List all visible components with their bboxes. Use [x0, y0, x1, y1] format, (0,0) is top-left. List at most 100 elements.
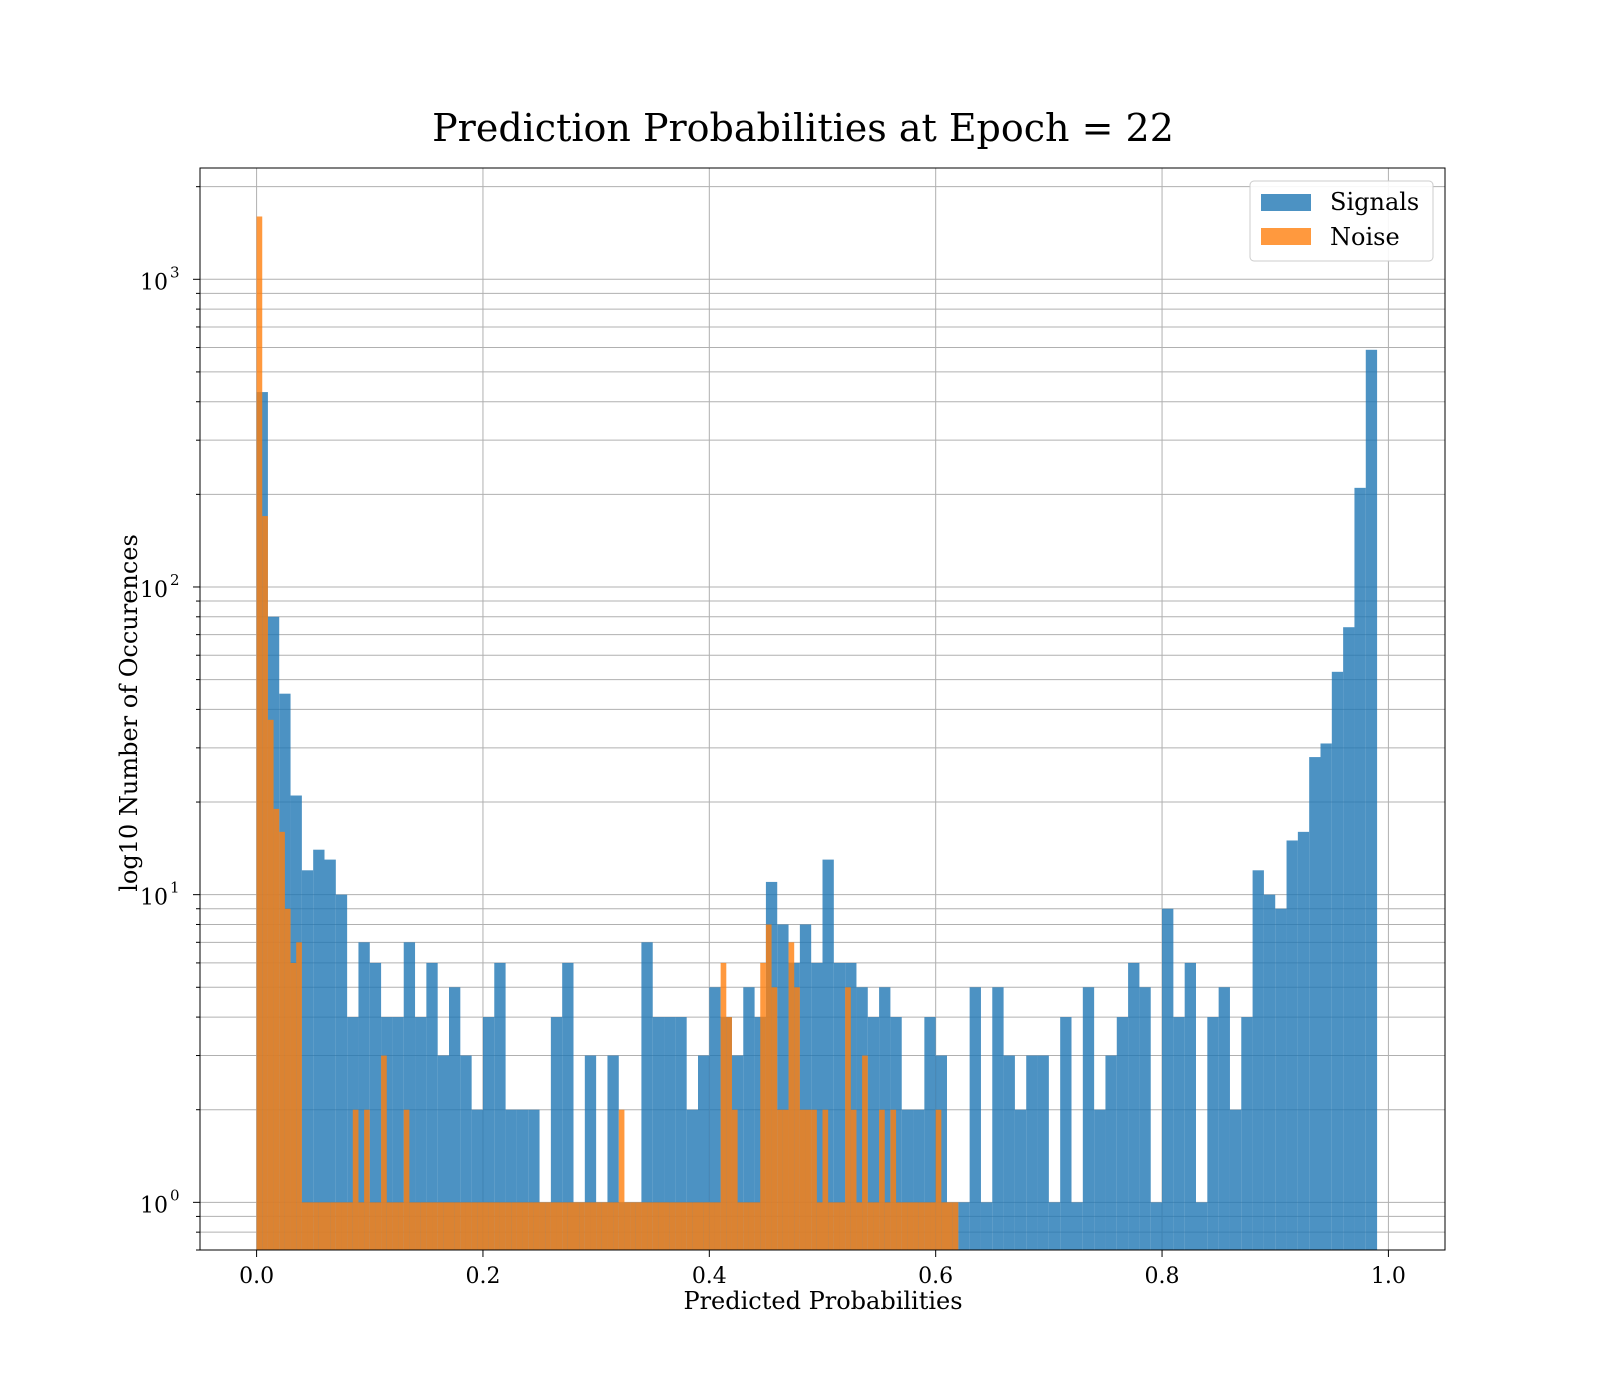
noise-bar	[890, 1109, 897, 1250]
noise-bar	[516, 1202, 523, 1250]
legend-swatch-signals	[1261, 194, 1311, 211]
noise-bar	[737, 1202, 744, 1250]
noise-bar	[896, 1202, 902, 1250]
noise-bar	[398, 1202, 404, 1250]
noise-bar	[330, 1202, 336, 1250]
signals-bar	[1128, 962, 1140, 1250]
noise-bar	[635, 1202, 642, 1250]
signals-bar	[550, 1017, 563, 1250]
noise-bar	[409, 1202, 416, 1250]
x-tick-label: 0.0	[239, 1264, 274, 1289]
noise-bar	[867, 1202, 874, 1250]
noise-bar	[607, 1202, 614, 1250]
noise-bar	[381, 1055, 387, 1250]
x-tick-label: 0.2	[465, 1264, 500, 1289]
noise-bar	[833, 1202, 840, 1250]
noise-bar	[805, 1109, 812, 1250]
axes-frame	[199, 167, 1446, 1251]
noise-bar	[313, 1202, 319, 1250]
signals-bar	[1207, 1017, 1219, 1250]
noise-bar	[267, 719, 274, 1250]
signals-bar	[392, 1017, 404, 1250]
noise-bar	[375, 1202, 382, 1250]
noise-bar	[822, 1109, 829, 1250]
noise-bar	[726, 1017, 732, 1250]
x-tick-label: 0.8	[1145, 1264, 1180, 1289]
noise-bar	[760, 962, 766, 1250]
noise-bar	[845, 987, 851, 1250]
noise-bar	[816, 1202, 823, 1250]
signals-bar	[449, 987, 461, 1250]
signals-bar	[641, 942, 653, 1250]
noise-bar	[449, 1202, 455, 1250]
signals-bar	[1173, 1017, 1185, 1250]
noise-bar	[352, 1109, 359, 1250]
noise-bar	[307, 1202, 314, 1250]
noise-bar	[522, 1202, 529, 1250]
signals-bar	[686, 1109, 698, 1250]
noise-bar	[771, 987, 778, 1250]
noise-bar	[301, 1202, 308, 1250]
noise-bar	[748, 1202, 755, 1250]
y-tick-label: 10	[140, 270, 168, 295]
noise-bar	[743, 1202, 749, 1250]
noise-bar	[675, 1202, 682, 1250]
noise-bar	[811, 1109, 817, 1250]
noise-bar	[901, 1202, 908, 1250]
noise-bar	[284, 908, 291, 1250]
signals-bar	[1162, 908, 1174, 1250]
signals-bar	[1139, 987, 1151, 1250]
noise-bar	[482, 1202, 489, 1250]
signals-bar	[313, 849, 325, 1250]
signals-bar	[369, 962, 382, 1250]
signals-bar	[1003, 1055, 1015, 1250]
noise-bar	[935, 1109, 942, 1250]
noise-bar	[613, 1202, 619, 1250]
noise-bar	[828, 1202, 834, 1250]
signals-bar	[901, 1109, 914, 1250]
signals-bar	[1184, 962, 1196, 1250]
signals-bar	[913, 1109, 925, 1250]
signals-bar	[426, 962, 438, 1250]
signals-bar	[1354, 487, 1366, 1250]
noise-bar	[556, 1202, 563, 1250]
noise-bar	[618, 1109, 625, 1250]
signals-bar	[811, 962, 823, 1250]
noise-bar	[788, 942, 795, 1250]
noise-bar	[369, 1202, 376, 1250]
signals-bar	[607, 1055, 619, 1250]
signals-bar	[494, 962, 506, 1250]
signals-bar	[969, 987, 981, 1250]
signals-bar	[799, 924, 812, 1250]
noise-bar	[386, 1202, 393, 1250]
noise-bar	[545, 1202, 551, 1250]
noise-bar	[562, 1202, 568, 1250]
signals-bar	[1309, 757, 1321, 1250]
legend-label-signals: Signals	[1330, 188, 1419, 216]
signals-bar	[1365, 349, 1378, 1250]
noise-bar	[494, 1202, 500, 1250]
noise-bar	[364, 1109, 370, 1250]
x-tick-label: 0.6	[918, 1264, 953, 1289]
signals-bar	[1026, 1055, 1038, 1250]
noise-bar	[420, 1202, 427, 1250]
noise-bar	[528, 1202, 534, 1250]
signals-bar	[958, 1202, 970, 1250]
noise-bar	[698, 1202, 704, 1250]
signals-bar	[777, 924, 789, 1250]
noise-bar	[324, 1202, 331, 1250]
signals-bar	[924, 1017, 936, 1250]
noise-bars	[256, 216, 959, 1251]
noise-bar	[913, 1202, 919, 1250]
signals-bar	[1116, 1017, 1129, 1250]
noise-bar	[596, 1202, 602, 1250]
signals-bar	[1252, 870, 1264, 1250]
noise-bar	[782, 1109, 789, 1250]
noise-bar	[862, 1055, 868, 1250]
noise-bar	[850, 1109, 857, 1250]
signals-bar	[1229, 1109, 1242, 1250]
signals-bar	[1263, 894, 1276, 1250]
noise-bar	[839, 1202, 846, 1250]
